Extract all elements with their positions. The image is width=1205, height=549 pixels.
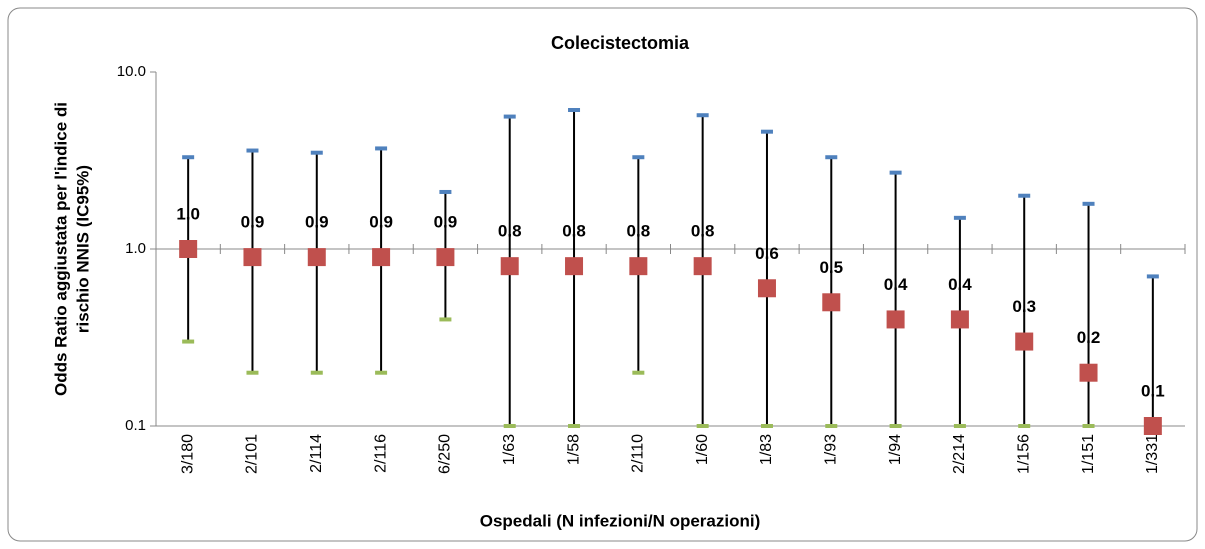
marker	[822, 293, 841, 312]
x-tick-label-group: 1/156	[1015, 434, 1032, 474]
marker	[372, 248, 391, 267]
x-tick-label-group: 3/180	[179, 434, 196, 474]
marker	[629, 257, 648, 276]
marker	[179, 240, 198, 258]
x-axis-label: Ospedali (N infezioni/N operazioni)	[480, 511, 761, 530]
value-label: 0.4	[948, 275, 972, 294]
marker	[693, 257, 712, 276]
value-label: 0.1	[1141, 381, 1165, 400]
value-label: 0.9	[305, 213, 329, 232]
marker	[1143, 417, 1162, 435]
marker	[500, 257, 519, 276]
x-tick-label-group: 1/60	[694, 434, 711, 465]
y-axis-label: Odds Ratio aggiustata per l'indice di ri…	[51, 102, 92, 396]
x-tick-label: 1/93	[823, 434, 840, 465]
x-tick-label: 1/94	[887, 434, 904, 465]
x-tick-label-group: 2/101	[244, 434, 261, 474]
x-tick-label: 1/60	[694, 434, 711, 465]
x-tick-label: 1/156	[1015, 434, 1032, 474]
marker	[307, 248, 326, 267]
x-tick-label: 2/110	[630, 434, 647, 473]
x-tick-label: 1/151	[1080, 434, 1097, 474]
value-label: 0.4	[884, 275, 908, 294]
y-tick-label: 0.1	[125, 417, 146, 434]
marker	[1015, 332, 1034, 351]
value-label: 0.2	[1077, 328, 1101, 347]
value-label: 0.5	[819, 258, 843, 277]
y-axis-label-line: Odds Ratio aggiustata per l'indice di	[51, 102, 70, 396]
marker	[886, 310, 905, 329]
x-tick-label: 1/331	[1144, 434, 1161, 474]
x-tick-label: 6/250	[437, 434, 454, 474]
marker	[243, 248, 262, 267]
x-tick-label: 2/116	[372, 434, 389, 473]
x-tick-label-group: 2/110	[630, 434, 647, 473]
x-tick-label: 2/101	[244, 434, 261, 474]
value-label: 0.9	[369, 213, 393, 232]
x-tick-label: 1/58	[565, 434, 582, 465]
x-tick-label-group: 1/93	[823, 434, 840, 465]
x-tick-label-group: 1/151	[1080, 434, 1097, 474]
y-tick-label: 10.0	[117, 63, 146, 80]
x-tick-label-group: 2/116	[372, 434, 389, 473]
y-axis-label-line: rischio NNIS (IC95%)	[73, 165, 92, 333]
x-tick-label-group: 1/83	[758, 434, 775, 465]
x-tick-label-group: 2/114	[308, 434, 325, 473]
marker	[950, 310, 969, 329]
value-label: 0.8	[498, 222, 522, 241]
x-tick-label-group: 1/94	[887, 434, 904, 465]
value-label: 0.9	[434, 213, 458, 232]
marker	[757, 279, 776, 298]
x-tick-label: 1/63	[501, 434, 518, 465]
marker	[1079, 363, 1098, 382]
value-label: 0.8	[627, 222, 651, 241]
marker	[565, 257, 584, 276]
x-tick-label: 3/180	[179, 434, 196, 474]
x-tick-label-group: 1/331	[1144, 434, 1161, 474]
y-tick-label: 1.0	[125, 240, 146, 257]
marker	[436, 248, 455, 267]
chart-border	[7, 7, 1198, 542]
x-tick-label-group: 1/58	[565, 434, 582, 465]
x-tick-label: 2/214	[951, 434, 968, 474]
value-label: 1.0	[176, 204, 200, 223]
x-tick-label: 1/83	[758, 434, 775, 465]
x-tick-label-group: 1/63	[501, 434, 518, 465]
x-tick-label-group: 6/250	[437, 434, 454, 474]
value-label: 0.8	[691, 222, 715, 241]
x-tick-label: 2/114	[308, 434, 325, 473]
value-label: 0.8	[562, 222, 586, 241]
chart-title: Colecistectomia	[551, 33, 690, 53]
x-tick-label-group: 2/214	[951, 434, 968, 474]
value-label: 0.3	[1012, 297, 1036, 316]
value-label: 0.9	[241, 213, 265, 232]
value-label: 0.6	[755, 244, 779, 263]
